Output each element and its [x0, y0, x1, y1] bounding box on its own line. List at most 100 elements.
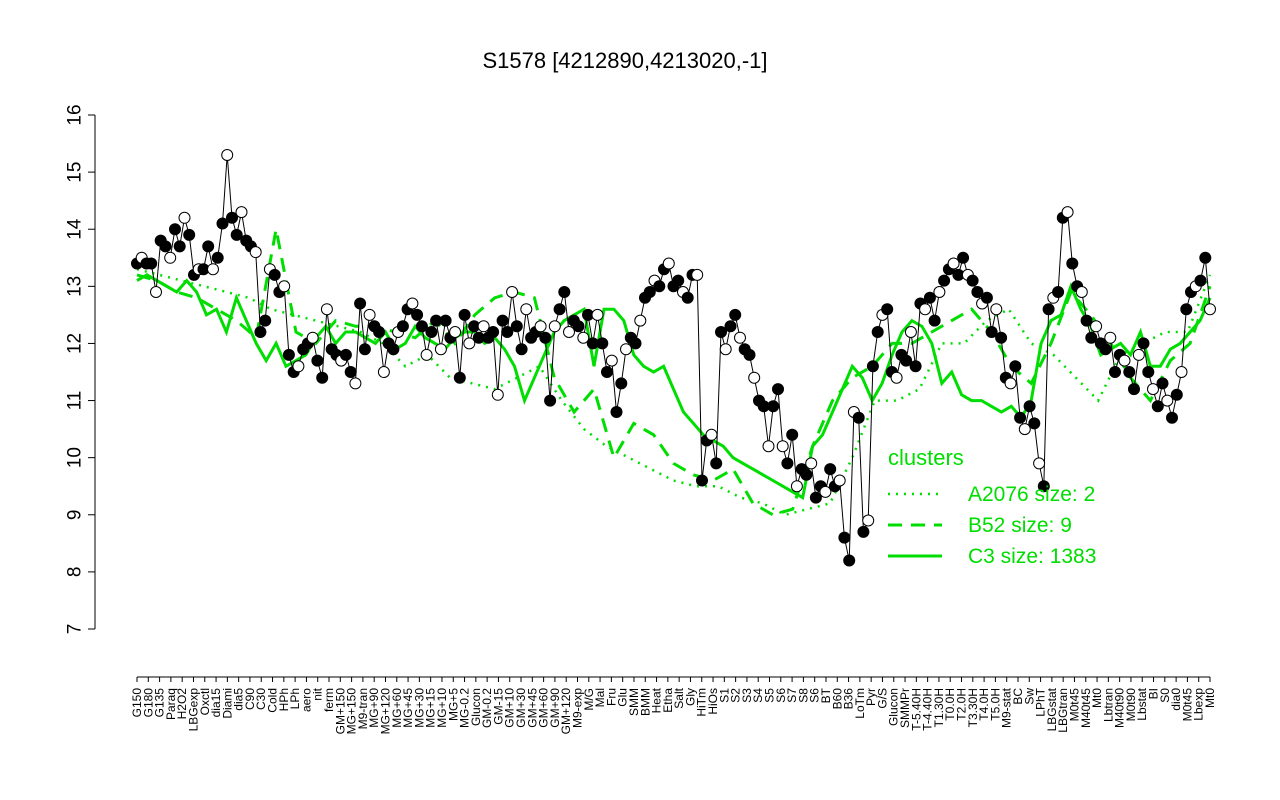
x-tick-label: Cold [266, 688, 280, 713]
x-tick-label: dia0 [1169, 688, 1183, 711]
x-tick-label: Sw [1022, 688, 1036, 705]
x-tick-label: BI [1147, 688, 1161, 699]
data-point [1180, 303, 1193, 316]
legend: clusters A2076 size: 2 B52 size: 9 C3 size… [888, 445, 1096, 568]
x-tick-label: HiTm [695, 688, 709, 717]
data-point [1137, 337, 1150, 350]
x-tick-label: Mal [593, 688, 607, 707]
data-point [1052, 286, 1065, 298]
data-point [705, 428, 718, 441]
cluster-line-dashed [136, 228, 1212, 517]
data-point [415, 320, 428, 333]
data-point [1085, 331, 1098, 344]
x-tick-label: S3 [740, 688, 754, 703]
data-point [420, 348, 433, 361]
x-tick-label: S6 [808, 688, 822, 703]
data-point [1128, 383, 1140, 396]
data-point [596, 337, 609, 350]
x-tick-label: G/S [875, 688, 889, 709]
x-tick-label: M0t45 [1180, 688, 1194, 722]
x-tick-label: G180 [141, 688, 155, 718]
x-tick-label: Paraq [164, 688, 178, 720]
data-point [866, 360, 879, 373]
x-tick-label: Pyr [864, 688, 878, 706]
x-tick-label: MG+120 [378, 688, 392, 735]
data-point [320, 303, 333, 316]
x-tick-label: Etha [661, 688, 675, 713]
x-tick-label: Glucon [469, 688, 483, 726]
data-point [544, 394, 557, 407]
data-point [919, 303, 932, 316]
data-point [691, 268, 704, 281]
data-point [278, 280, 291, 293]
data-point [249, 246, 262, 259]
data-point [1199, 251, 1212, 264]
x-tick-label: T1.30H [932, 688, 946, 727]
data-point [890, 371, 903, 384]
x-tick-label: aero [299, 688, 313, 712]
x-tick-label: ferm [322, 688, 336, 712]
data-point [1066, 257, 1079, 270]
data-point [1156, 377, 1169, 390]
x-tick-label: G150 [130, 688, 144, 718]
data-point [634, 314, 647, 327]
y-tick-label: 15 [65, 162, 86, 183]
x-tick-label: dia5 [232, 688, 246, 711]
y-tick-label: 16 [65, 104, 86, 125]
data-point [491, 388, 504, 401]
data-point [477, 320, 490, 333]
data-point [311, 354, 324, 367]
data-point [425, 326, 438, 338]
data-point [772, 383, 784, 396]
data-point [1004, 377, 1017, 390]
data-point [762, 440, 775, 453]
data-point [145, 257, 158, 270]
x-axis: G150G180G135ParaqH2O2LBGexpOxctldia15Dia… [130, 676, 1217, 735]
data-point [1142, 366, 1155, 378]
data-point [207, 263, 219, 276]
data-point [971, 286, 984, 298]
data-point [938, 274, 951, 287]
y-tick-label: 8 [65, 567, 86, 578]
data-point [211, 251, 224, 264]
data-point [662, 257, 675, 270]
data-point [1023, 400, 1036, 413]
x-tick-label: Salt [672, 687, 686, 708]
x-tick-label: LoTm [853, 688, 867, 719]
data-point [349, 377, 362, 390]
y-tick-label: 14 [65, 218, 86, 240]
x-tick-label: MG+15 [424, 688, 438, 728]
data-point [316, 371, 329, 384]
x-tick-label: T4.0H [977, 688, 991, 721]
data-point [358, 343, 371, 356]
data-point [1194, 274, 1207, 287]
data-point [748, 371, 761, 384]
x-tick-label: GM+60 [537, 688, 551, 728]
x-tick-label: M40t90 [1113, 688, 1127, 728]
data-point [520, 303, 533, 316]
x-tick-label: S8 [796, 688, 810, 703]
data-point [553, 303, 566, 316]
x-tick-label: M40t45 [1079, 688, 1093, 728]
data-point [1204, 303, 1216, 316]
data-point [653, 280, 666, 293]
data-point [453, 371, 466, 384]
data-point [928, 314, 941, 327]
x-tick-label: LPhT [1034, 687, 1048, 716]
data-point [933, 286, 946, 298]
x-tick-label: GM+120 [559, 688, 573, 735]
data-point [178, 211, 191, 224]
x-tick-label: S2 [729, 688, 743, 703]
data-point [729, 308, 742, 321]
legend-entry-label: C3 size: 1383 [968, 545, 1096, 568]
data-point [150, 286, 162, 298]
data-point [221, 149, 234, 161]
data-point [458, 308, 471, 321]
data-point [235, 206, 248, 219]
data-point [202, 240, 215, 253]
data-point [216, 217, 229, 230]
x-tick-label: SMMPr [898, 688, 912, 728]
data-point [672, 274, 685, 287]
x-tick-label: MG+60 [390, 688, 404, 728]
data-point [947, 257, 960, 270]
